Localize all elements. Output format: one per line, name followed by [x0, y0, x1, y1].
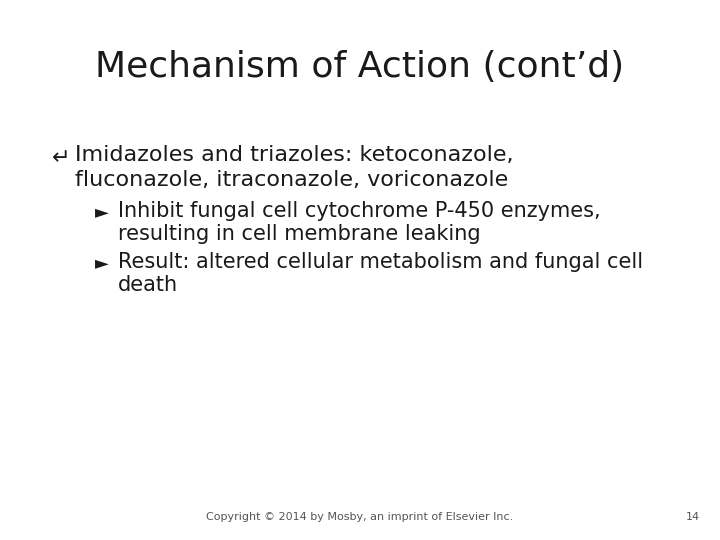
Text: Mechanism of Action (cont’d): Mechanism of Action (cont’d) — [96, 50, 624, 84]
Text: Copyright © 2014 by Mosby, an imprint of Elsevier Inc.: Copyright © 2014 by Mosby, an imprint of… — [207, 512, 513, 522]
Text: ►: ► — [95, 254, 109, 272]
Text: death: death — [118, 275, 178, 295]
Text: Inhibit fungal cell cytochrome P-450 enzymes,: Inhibit fungal cell cytochrome P-450 enz… — [118, 201, 600, 221]
Text: ↵: ↵ — [52, 148, 71, 168]
Text: ►: ► — [95, 203, 109, 221]
Text: fluconazole, itraconazole, voriconazole: fluconazole, itraconazole, voriconazole — [75, 170, 508, 190]
Text: Imidazoles and triazoles: ketoconazole,: Imidazoles and triazoles: ketoconazole, — [75, 145, 513, 165]
Text: 14: 14 — [686, 512, 700, 522]
Text: resulting in cell membrane leaking: resulting in cell membrane leaking — [118, 224, 481, 244]
Text: Result: altered cellular metabolism and fungal cell: Result: altered cellular metabolism and … — [118, 252, 643, 272]
